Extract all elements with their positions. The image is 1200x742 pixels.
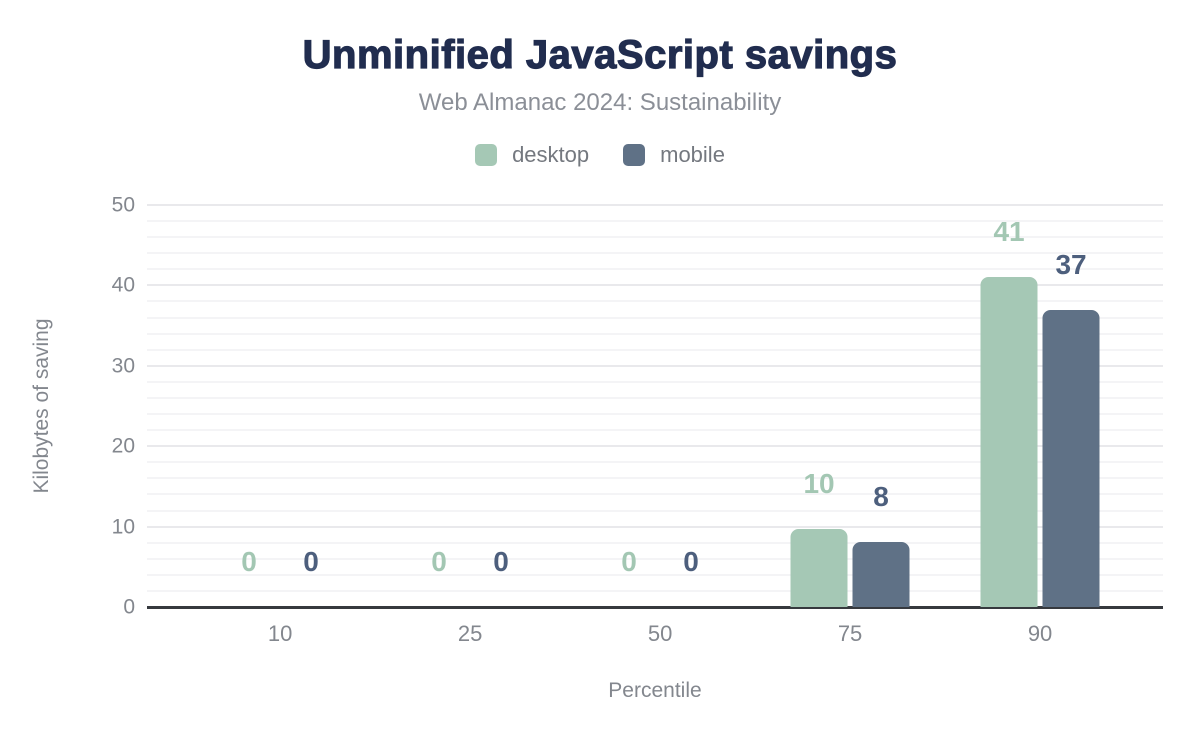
legend: desktop mobile (0, 142, 1200, 168)
minor-gridline (147, 348, 1163, 351)
minor-gridline (147, 461, 1163, 464)
x-tick-label: 50 (647, 621, 673, 646)
minor-gridline (147, 332, 1163, 335)
minor-gridline (147, 380, 1163, 383)
x-tick-label: 75 (837, 621, 863, 646)
bar-value-label: 8 (873, 480, 889, 512)
y-tick-label: 40 (111, 273, 135, 297)
major-gridline (147, 364, 1163, 367)
minor-gridline (147, 316, 1163, 319)
bar-value-label: 37 (1055, 248, 1087, 280)
y-tick-label: 50 (111, 193, 135, 217)
legend-swatch-mobile (623, 144, 646, 166)
minor-gridline (147, 573, 1163, 576)
minor-gridline (147, 236, 1163, 239)
major-gridline (147, 284, 1163, 287)
minor-gridline (147, 589, 1163, 592)
x-axis-line (147, 606, 1163, 609)
y-axis-title: Kilobytes of saving (30, 318, 53, 494)
y-tick-label: 0 (123, 595, 135, 619)
bar-mobile: 37 (1042, 250, 1100, 607)
minor-gridline (147, 268, 1163, 271)
plot-area: 0 10 20 30 40 50 10 0 0 25 0 0 50 0 0 75 10 8 90 41 37 (112, 195, 1163, 646)
minor-gridline (147, 300, 1163, 303)
minor-gridline (147, 557, 1163, 560)
bar-value-label: 0 (493, 546, 509, 577)
x-tick-label: 90 (1027, 621, 1053, 646)
minor-gridline (147, 252, 1163, 255)
minor-gridline (147, 413, 1163, 416)
bar-value-label: 41 (993, 216, 1025, 248)
y-tick-label: 10 (111, 515, 135, 539)
bar-value-label: 0 (241, 546, 257, 577)
bar-value-label: 0 (431, 546, 447, 577)
legend-label: mobile (660, 142, 725, 167)
bar-group: 41 37 (980, 218, 1100, 607)
bar-desktop: 41 (980, 218, 1038, 607)
legend-swatch-desktop (475, 144, 498, 166)
minor-gridline (147, 429, 1163, 432)
bar-mobile: 8 (852, 482, 910, 607)
major-gridline (147, 204, 1163, 206)
bar-value-label: 10 (803, 468, 835, 500)
major-gridline (147, 445, 1163, 448)
x-tick-label: 25 (457, 621, 483, 646)
bar-desktop: 10 (790, 470, 848, 607)
bar-group: 10 8 (790, 470, 910, 607)
legend-label: desktop (512, 142, 590, 167)
major-gridline (147, 525, 1163, 528)
chart-subtitle: Web Almanac 2024: Sustainability (418, 89, 782, 116)
chart-title: Unminified JavaScript savings (302, 32, 898, 77)
x-axis-title: Percentile (608, 679, 702, 702)
minor-gridline (147, 509, 1163, 512)
y-tick-label: 30 (111, 354, 135, 378)
x-tick-label: 10 (267, 621, 293, 646)
minor-gridline (147, 541, 1163, 544)
minor-gridline (147, 396, 1163, 399)
minor-gridline (147, 493, 1163, 496)
minor-gridline (147, 220, 1163, 223)
y-tick-label: 20 (111, 434, 135, 458)
bar-value-label: 0 (621, 546, 637, 577)
bar-value-label: 0 (683, 546, 699, 577)
legend-item-desktop: desktop (475, 142, 589, 168)
bar-value-label: 0 (303, 546, 319, 577)
legend-item-mobile: mobile (623, 142, 725, 168)
minor-gridline (147, 477, 1163, 480)
